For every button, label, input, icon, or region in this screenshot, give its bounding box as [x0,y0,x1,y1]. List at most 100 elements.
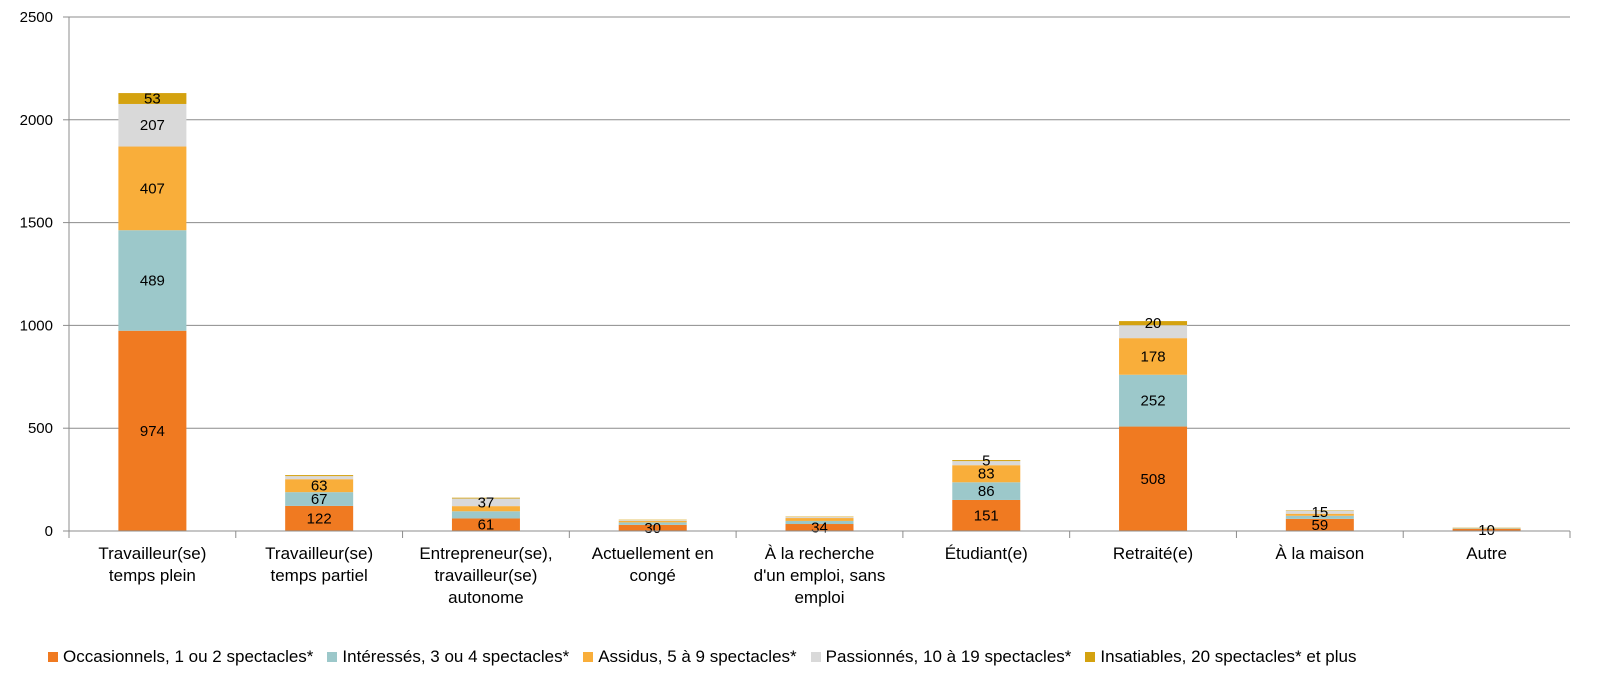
x-category-label: Autre [1466,544,1507,563]
legend-label: Intéressés, 3 ou 4 spectacles* [342,647,570,666]
bar-segment [1119,374,1188,427]
bar-segment [451,498,520,507]
x-category-label: d'un emploi, sans [754,566,886,585]
bar-segment [1452,528,1521,529]
bar-segment [451,506,520,512]
x-category-label: autonome [448,588,524,607]
x-category-label: Actuellement en [592,544,714,563]
x-category-label: Retraité(e) [1113,544,1193,563]
bar-segment [618,520,687,521]
x-axis-category-labels: Travailleur(se) temps plein Travailleur(se… [98,544,1507,607]
data-label: 37 [478,494,495,511]
bar-segment [118,93,187,104]
bar-segment [952,465,1021,483]
bar-segment [1119,338,1188,375]
data-label: 207 [140,117,165,134]
bar-segment [451,518,520,531]
bar-segment [118,330,187,531]
data-label: 252 [1141,393,1166,410]
y-axis-tick-labels: 0 500 1000 1500 2000 2500 [20,9,53,540]
y-tick-label: 1500 [20,215,53,232]
legend-label: Assidus, 5 à 9 spectacles* [598,647,797,666]
data-label: 20 [1145,315,1162,332]
data-label: 34 [811,520,828,537]
bar-segment [285,479,354,493]
x-category-label: emploi [794,588,844,607]
bar-segment [1119,321,1188,326]
legend-label: Insatiables, 20 spectacles* et plus [1100,647,1357,666]
bar-segment [618,522,687,525]
legend-label: Occasionnels, 1 ou 2 spectacles* [63,647,314,666]
y-tick-label: 2000 [20,112,53,129]
data-label: 67 [311,491,328,508]
bar-segment [1119,325,1188,339]
bar-segment [285,492,354,506]
data-label: 974 [140,423,165,440]
bar-segment [285,475,354,477]
bar-segment [785,520,854,525]
y-tick-label: 500 [28,420,53,437]
data-label: 15 [1311,504,1328,521]
data-label: 151 [974,507,999,524]
y-tick-label: 2500 [20,9,53,26]
legend-item: Passionnés, 10 à 19 spectacles* [810,647,1072,667]
bar-segment [618,520,687,523]
bar-segment [1285,510,1354,514]
bar-segment [1285,518,1354,531]
data-label: 178 [1141,348,1166,365]
bar-segment [451,511,520,519]
data-label: 407 [140,180,165,197]
data-label: 59 [1311,517,1328,534]
legend-item: Insatiables, 20 spectacles* et plus [1085,647,1357,667]
bar-segment [1119,426,1188,531]
y-tick-label: 0 [45,523,53,540]
x-category-label: Étudiant(e) [945,544,1028,563]
x-category-label: travailleur(se) [434,566,537,585]
data-label: 30 [644,520,661,537]
bar-segment [785,524,854,531]
bar-segment [952,499,1021,531]
legend-item: Occasionnels, 1 ou 2 spectacles* [48,647,313,667]
data-label: 53 [144,91,161,108]
legend-swatch [810,652,821,662]
data-label: 63 [311,478,328,495]
bar-segment [952,461,1021,466]
bar-segment [118,230,187,331]
x-category-label: À la recherche [765,544,875,563]
bar-segment [785,518,854,521]
legend-swatch [1085,652,1096,662]
bar-segment [618,524,687,531]
bars [118,93,1521,531]
legend: Occasionnels, 1 ou 2 spectacles* Intéress… [48,644,1357,670]
stacked-bar-chart: 0 500 1000 1500 2000 2500 974 489 407 207 53 122 67… [20,9,1571,607]
legend-swatch [48,652,58,662]
x-category-label: Entrepreneur(se), [419,544,552,563]
legend-swatch [327,652,338,662]
bar-segment [785,517,854,519]
bar-segment [1452,528,1521,531]
data-label: 61 [478,517,495,534]
gridlines [69,16,1570,429]
x-category-label: Travailleur(se) [98,544,206,563]
legend-label: Passionnés, 10 à 19 spectacles* [825,647,1072,666]
x-category-label: À la maison [1275,544,1364,563]
x-category-label: Travailleur(se) [265,544,373,563]
bar-segment [285,476,354,480]
x-category-label: temps partiel [271,566,368,585]
legend-swatch [583,652,594,662]
bar-segment [952,482,1021,500]
bar-segment [285,505,354,531]
data-label: 83 [978,466,995,483]
bar-segment [451,497,520,499]
data-label: 508 [1141,471,1166,488]
bar-segment [952,460,1021,462]
x-category-label: temps plein [109,566,196,585]
bar-segment [118,103,187,147]
axes [63,16,1571,538]
data-label: 10 [1478,522,1495,539]
x-category-label: congé [630,566,676,585]
y-tick-label: 1000 [20,317,53,334]
bar-segment [118,146,187,231]
bar-segment [1285,513,1354,516]
